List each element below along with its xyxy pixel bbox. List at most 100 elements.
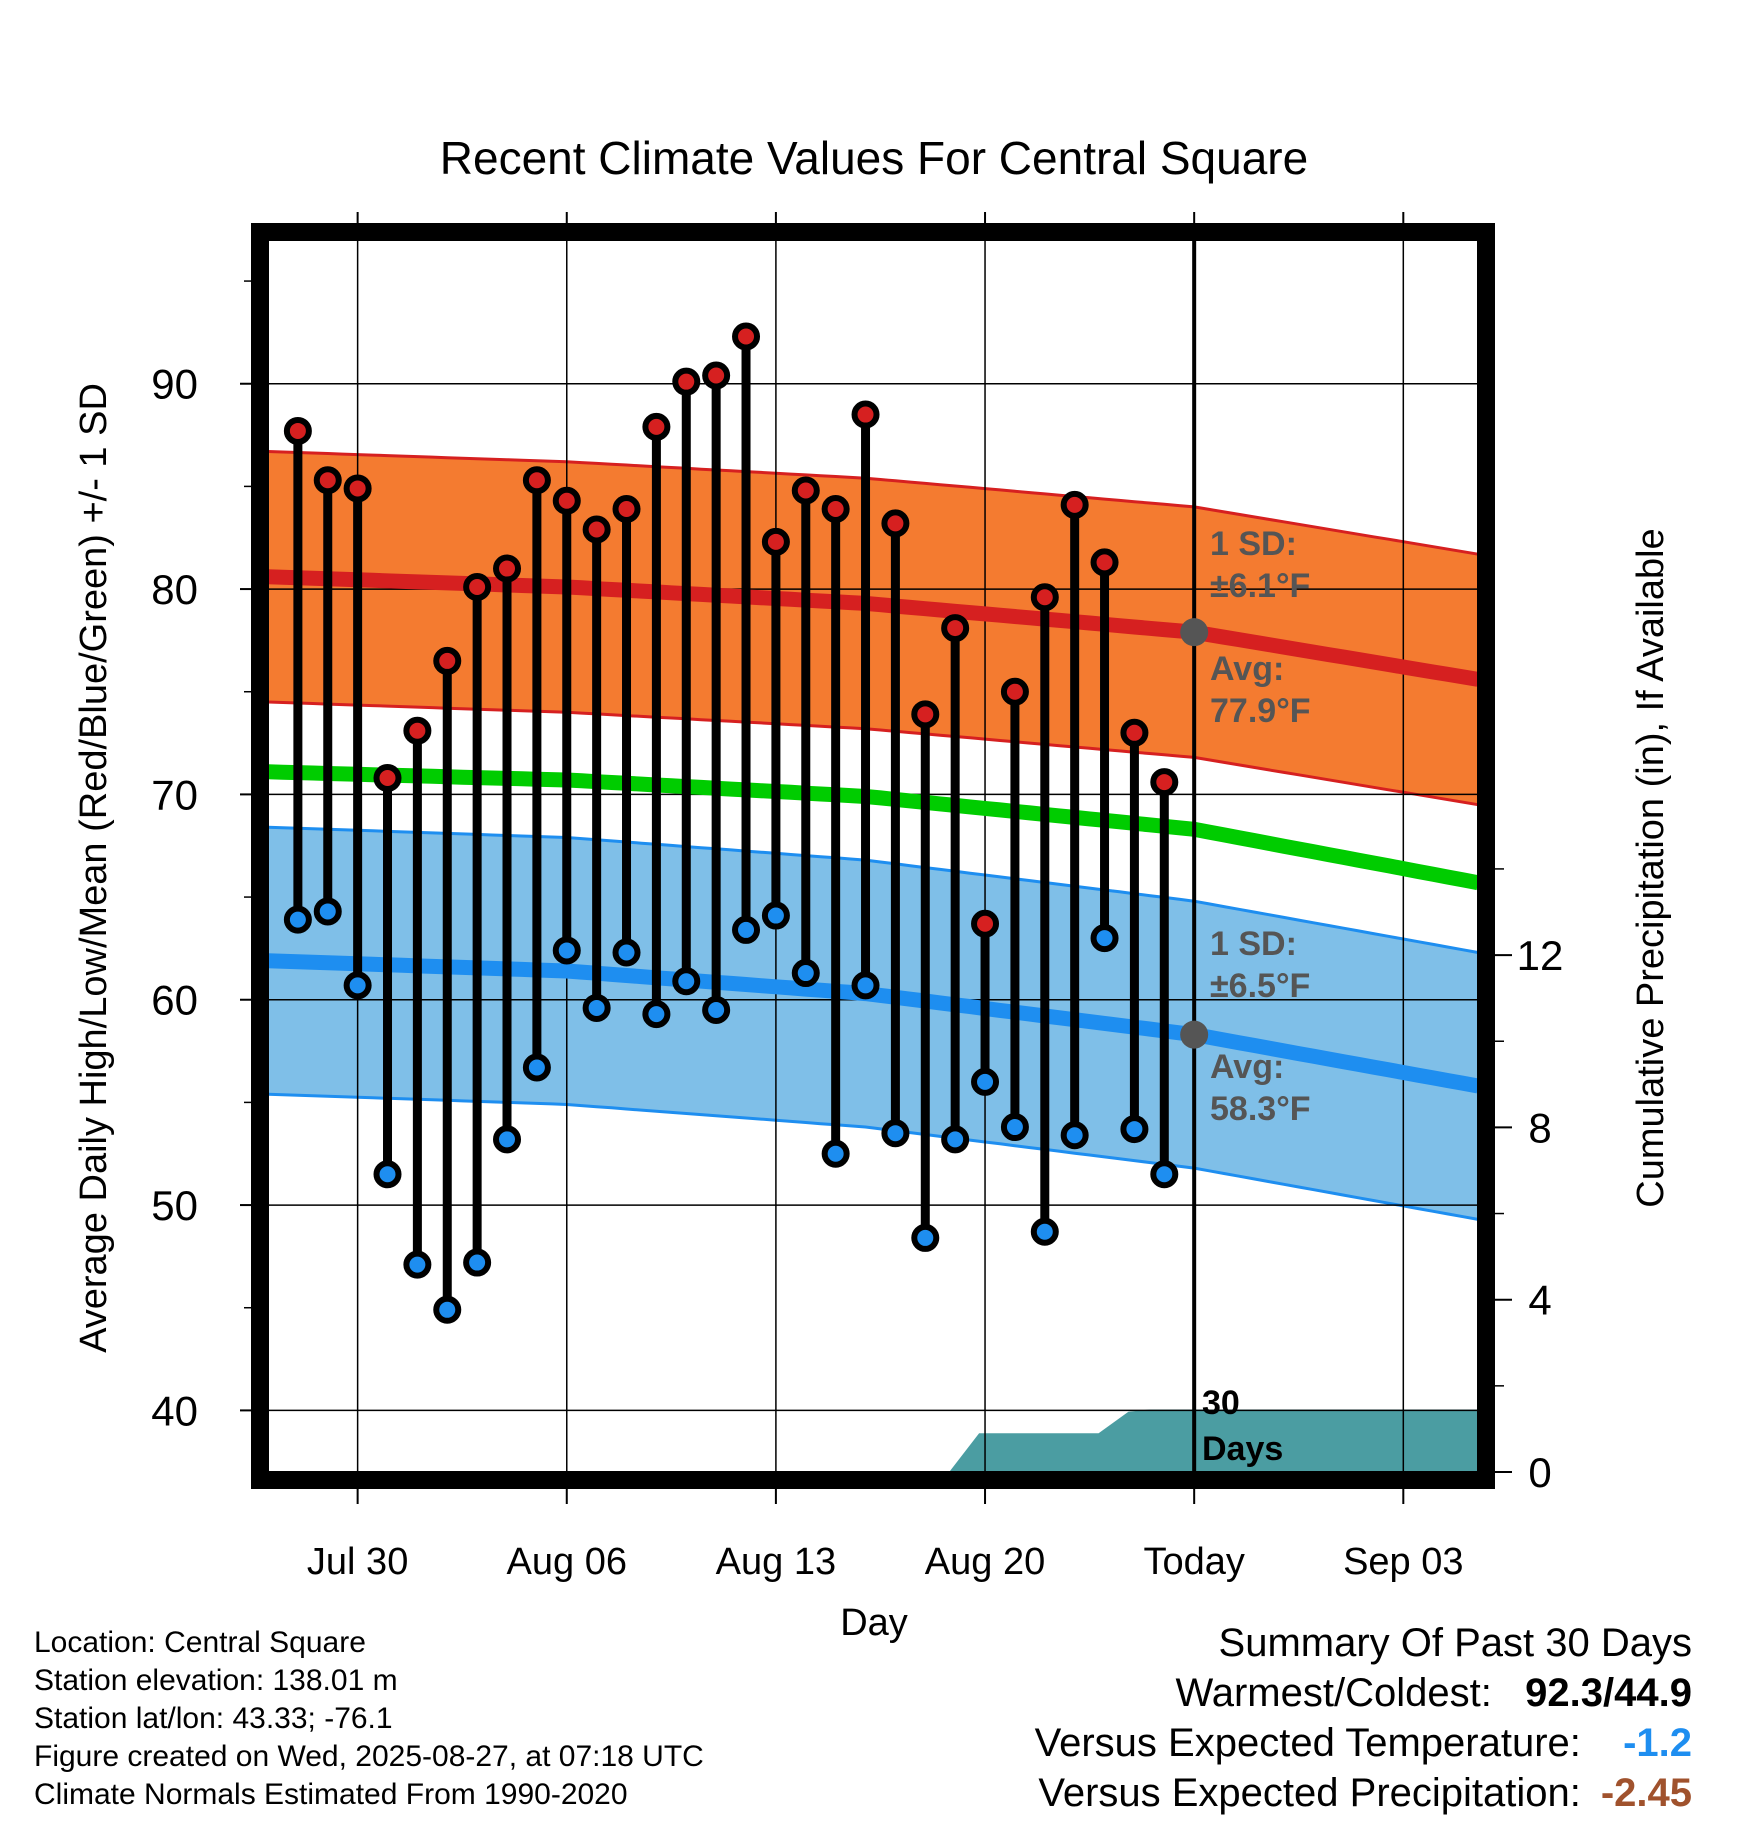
days-count: 30 [1202, 1384, 1240, 1422]
high-annotation: 1 SD: ±6.1°F Avg: 77.9°F [1210, 525, 1311, 730]
high-sd-upper-line [267, 450, 1479, 556]
y-tick-label-right-4: 4 [1528, 1277, 1551, 1324]
high-point-12 [612, 494, 641, 523]
high-point-16 [732, 322, 761, 351]
low-sd-lower-line [267, 1092, 1479, 1221]
normals-text: Climate Normals Estimated From 1990-2020 [34, 1778, 628, 1811]
warm-cold-value: 92.3/44.9 [1525, 1671, 1692, 1715]
latlon-text: Station lat/lon: 43.33; -76.1 [34, 1702, 393, 1735]
y-tick-label-left-70: 70 [151, 771, 198, 818]
plot-area: Jul 30 Aug 06 Aug 13 Aug 20 Today Sep 0340506… [151, 212, 1563, 1583]
high-point-3 [343, 474, 372, 503]
x-tick-label-0: Jul 30 [307, 1541, 408, 1583]
created-text: Figure created on Wed, 2025-08-27, at 07… [34, 1740, 704, 1773]
high-point-5 [403, 716, 432, 745]
y-axis-label-right: Cumulative Precipitation (in), If Availa… [1630, 528, 1672, 1207]
high-point-24 [971, 909, 1000, 938]
summary-temp: Versus Expected Temperature: -1.2 [1035, 1718, 1692, 1768]
precip-label: Versus Expected Precipitation: [1038, 1771, 1581, 1815]
high-point-22 [911, 700, 940, 729]
low-point-24 [971, 1067, 1000, 1096]
low-point-9 [522, 1053, 551, 1082]
high-point-29 [1120, 718, 1149, 747]
high-point-9 [522, 466, 551, 495]
high-point-2 [313, 466, 342, 495]
warm-cold-label: Warmest/Coldest: [1175, 1671, 1492, 1715]
location-text: Location: Central Square [34, 1626, 366, 1659]
low-point-17 [761, 901, 790, 930]
low-avg-label: Avg: [1210, 1048, 1284, 1086]
mean-normal-line [267, 764, 1480, 891]
precip-value: -2.45 [1600, 1771, 1692, 1815]
high-point-26 [1030, 583, 1059, 612]
low-annotation: 1 SD: ±6.5°F Avg: 58.3°F [1210, 925, 1311, 1128]
summary-warm-cold: Warmest/Coldest: 92.3/44.9 [1035, 1668, 1692, 1718]
x-tick-label-2: Aug 13 [716, 1541, 836, 1583]
low-point-23 [941, 1125, 970, 1154]
y-tick-label-left-90: 90 [151, 361, 198, 408]
high-avg-label: Avg: [1210, 650, 1284, 688]
high-point-1 [283, 416, 312, 445]
y-tick-label-left-40: 40 [151, 1387, 198, 1434]
high-point-8 [493, 554, 522, 583]
plot-frame [251, 223, 1495, 1489]
station-info: Location: Central Square Station elevati… [34, 1624, 704, 1814]
chart-title: Recent Climate Values For Central Square [440, 132, 1308, 184]
low-point-21 [881, 1119, 910, 1148]
low-point-11 [582, 993, 611, 1022]
low-sd-upper-line [267, 825, 1479, 954]
low-sd-value: ±6.5°F [1210, 967, 1310, 1005]
temp-label: Versus Expected Temperature: [1034, 1721, 1581, 1765]
low-point-15 [702, 996, 731, 1024]
low-sd-label: 1 SD: [1210, 925, 1297, 963]
temp-value: -1.2 [1623, 1721, 1692, 1765]
y-axis-label-left: Average Daily High/Low/Mean (Red/Blue/Gr… [73, 383, 115, 1353]
y-tick-label-right-0: 0 [1528, 1449, 1551, 1496]
low-point-14 [672, 967, 701, 996]
high-sd-lower-line [267, 700, 1479, 807]
x-axis-label: Day [840, 1602, 908, 1644]
precip-area [268, 1409, 1478, 1472]
low-point-4 [373, 1160, 402, 1189]
high-point-27 [1060, 490, 1089, 519]
x-tick-label-5: Sep 03 [1343, 1541, 1463, 1583]
low-point-5 [403, 1250, 432, 1279]
high-point-25 [1000, 677, 1029, 706]
high-point-30 [1150, 768, 1179, 797]
x-tick-label-3: Aug 20 [925, 1541, 1045, 1583]
y-tick-label-right-12: 12 [1517, 932, 1564, 979]
low-point-2 [313, 897, 342, 926]
y-tick-label-left-50: 50 [151, 1182, 198, 1229]
low-point-16 [732, 915, 761, 944]
low-point-26 [1030, 1217, 1059, 1246]
summary-precip: Versus Expected Precipitation: -2.45 [1035, 1768, 1692, 1818]
low-point-25 [1000, 1113, 1029, 1142]
low-point-28 [1090, 924, 1119, 953]
high-point-7 [463, 573, 492, 602]
y-tick-label-left-60: 60 [151, 977, 198, 1024]
low-point-7 [463, 1248, 492, 1277]
high-avg-value: 77.9°F [1210, 692, 1311, 730]
high-point-17 [761, 527, 790, 556]
x-tick-label-4: Today [1143, 1541, 1244, 1583]
low-point-6 [433, 1295, 462, 1324]
high-point-4 [373, 763, 402, 792]
y-tick-label-right-8: 8 [1528, 1104, 1551, 1151]
summary-title: Summary Of Past 30 Days [1218, 1621, 1692, 1665]
high-point-13 [642, 412, 671, 441]
low-point-13 [642, 1000, 671, 1029]
high-point-14 [672, 367, 701, 396]
low-point-22 [911, 1223, 940, 1252]
high-sd-value: ±6.1°F [1210, 567, 1310, 605]
days-word: Days [1202, 1430, 1283, 1468]
summary-panel: Summary Of Past 30 Days Warmest/Coldest:… [1035, 1618, 1692, 1818]
high-point-21 [881, 509, 910, 538]
x-tick-label-1: Aug 06 [507, 1541, 627, 1583]
low-point-18 [791, 959, 820, 988]
high-point-10 [552, 486, 581, 515]
low-point-30 [1150, 1160, 1179, 1189]
high-point-18 [791, 476, 820, 505]
today-low-avg-dot [1180, 1020, 1209, 1049]
low-point-27 [1060, 1121, 1089, 1150]
